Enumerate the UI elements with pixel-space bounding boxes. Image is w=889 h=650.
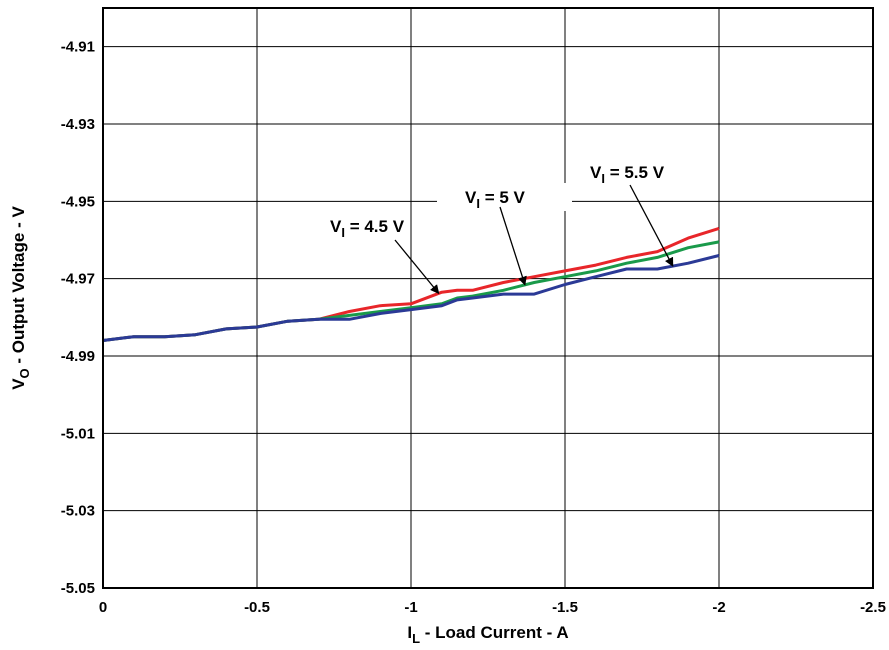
y-tick-label: -5.03 xyxy=(61,503,95,520)
y-axis-title-main: V xyxy=(9,378,28,390)
y-axis-title: VO - Output Voltage - V xyxy=(9,206,32,390)
annotation-label: VI = 5 V xyxy=(465,188,526,211)
x-tick-labels: 0 -0.5 -1 -1.5 -2 -2.5 xyxy=(99,599,886,616)
x-axis-title: IL - Load Current - A xyxy=(407,623,568,646)
series-lines xyxy=(102,226,720,342)
y-axis-title-rest: - Output Voltage - V xyxy=(9,206,28,369)
plot-frame xyxy=(102,7,874,589)
x-axis-title-sub: L xyxy=(412,631,420,646)
y-tick-label: -5.05 xyxy=(61,580,95,597)
series-line xyxy=(102,254,720,342)
y-tick-label: -4.99 xyxy=(61,348,95,365)
x-tick-label: -1 xyxy=(404,599,417,616)
y-axis-title-sub: O xyxy=(17,368,32,378)
y-tick-label: -5.01 xyxy=(61,425,95,442)
annotation-arrow xyxy=(394,239,440,295)
annotation-background xyxy=(437,183,572,211)
y-tick-label: -4.93 xyxy=(61,116,95,133)
x-axis-title-rest: - Load Current - A xyxy=(420,623,569,642)
x-tick-label: -2 xyxy=(712,599,725,616)
x-tick-label: -0.5 xyxy=(244,599,270,616)
x-tick-label: -1.5 xyxy=(552,599,578,616)
y-tick-label: -4.91 xyxy=(61,39,95,56)
y-tick-label: -4.97 xyxy=(61,271,95,288)
annotation-label: VI = 5.5 V xyxy=(590,163,665,186)
x-tick-label: -2.5 xyxy=(860,599,886,616)
annotation-label: VI = 4.5 V xyxy=(330,217,405,240)
annotations: VI = 4.5 V VI = 5 V VI = 5.5 V xyxy=(330,163,674,295)
x-tick-label: 0 xyxy=(99,599,107,616)
grid xyxy=(102,8,874,589)
y-tick-label: -4.95 xyxy=(61,193,95,210)
y-tick-labels: -4.91 -4.93 -4.95 -4.97 -4.99 -5.01 -5.03 -5.05 xyxy=(61,39,95,597)
x-axis-title-main: I xyxy=(407,623,412,642)
annotation-arrow xyxy=(499,206,527,286)
annotation-arrow xyxy=(629,184,674,267)
